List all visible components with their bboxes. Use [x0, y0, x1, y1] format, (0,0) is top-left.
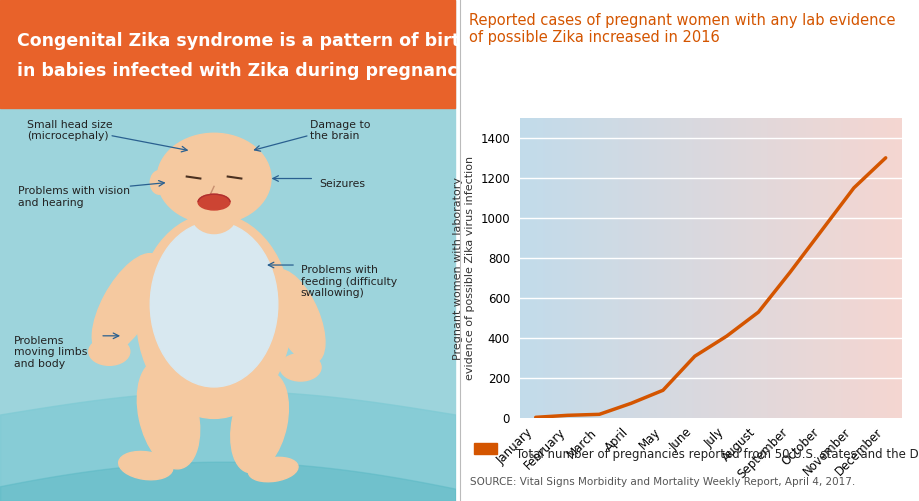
Ellipse shape — [89, 338, 130, 365]
Ellipse shape — [248, 457, 298, 482]
Ellipse shape — [150, 222, 278, 387]
Text: Problems
moving limbs
and body: Problems moving limbs and body — [14, 336, 87, 369]
Ellipse shape — [191, 194, 236, 233]
Ellipse shape — [119, 451, 173, 480]
Ellipse shape — [231, 372, 288, 473]
Ellipse shape — [279, 354, 321, 381]
Y-axis label: Pregnant women with laboratory
evidence of possible Zika virus infection: Pregnant women with laboratory evidence … — [453, 156, 474, 380]
Text: Total number of pregnancies reported from 50 U.S. states and the District of Col: Total number of pregnancies reported fro… — [501, 448, 919, 461]
Text: Seizures: Seizures — [318, 178, 364, 188]
Text: Small head size
(microcephaly): Small head size (microcephaly) — [28, 120, 113, 141]
Ellipse shape — [136, 214, 291, 418]
Text: in babies infected with Zika during pregnancy: in babies infected with Zika during preg… — [17, 63, 468, 80]
Ellipse shape — [92, 254, 163, 355]
Ellipse shape — [157, 133, 271, 224]
Ellipse shape — [267, 270, 324, 363]
Ellipse shape — [198, 194, 230, 210]
Text: Congenital Zika syndrome is a pattern of birth defects: Congenital Zika syndrome is a pattern of… — [17, 33, 550, 50]
Text: Damage to
the brain: Damage to the brain — [310, 120, 369, 141]
Text: SOURCE: Vital Signs Morbidity and Mortality Weekly Report, April 4, 2017.: SOURCE: Vital Signs Morbidity and Mortal… — [470, 477, 854, 487]
Text: Reported cases of pregnant women with any lab evidence
of possible Zika increase: Reported cases of pregnant women with an… — [469, 13, 895, 45]
Ellipse shape — [150, 171, 168, 194]
Ellipse shape — [137, 360, 199, 469]
Text: Problems with
feeding (difficulty
swallowing): Problems with feeding (difficulty swallo… — [301, 265, 396, 298]
Text: Problems with vision
and hearing: Problems with vision and hearing — [18, 186, 130, 208]
